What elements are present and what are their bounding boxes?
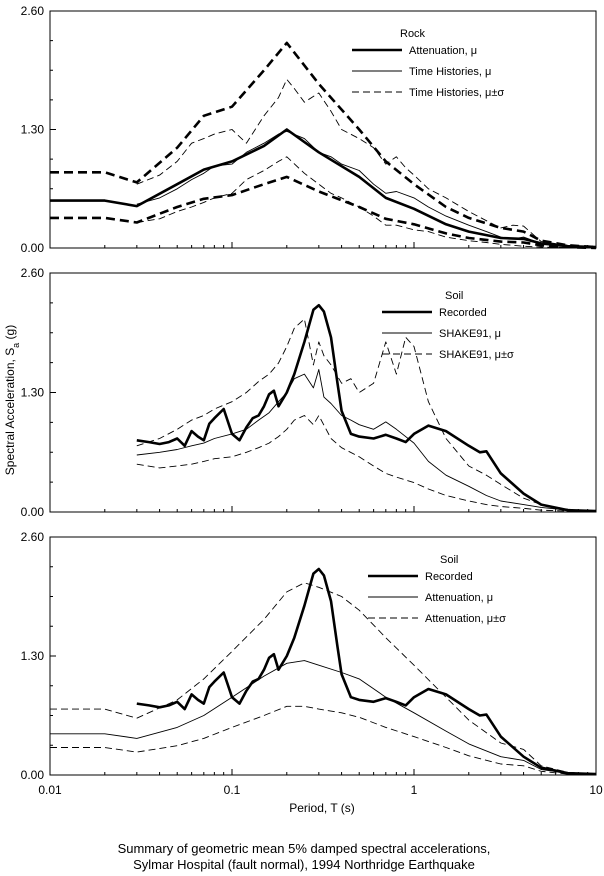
caption-line-1: Summary of geometric mean 5% damped spec… xyxy=(118,841,491,856)
legend-label: Recorded xyxy=(425,571,473,583)
series-line-1 xyxy=(136,567,597,776)
legend-label: Attenuation, μ±σ xyxy=(425,613,506,625)
legend: Rock Attenuation, μ Time Histories, μ Time … xyxy=(352,28,504,99)
y-tick-label: 0.00 xyxy=(21,768,45,782)
y-tick-label: 1.30 xyxy=(21,123,45,137)
series-line-3 xyxy=(50,582,597,775)
series-line-5 xyxy=(136,78,597,248)
y-tick-label: 0.00 xyxy=(21,241,45,255)
x-tick-label: 1 xyxy=(411,783,418,797)
series-line-4 xyxy=(136,130,597,248)
series-line-2 xyxy=(136,369,597,512)
chart-panel-1: 0.00 1.30 2.60 Rock Attenuation, μ Time Histo… xyxy=(21,4,597,255)
series-line-4 xyxy=(136,415,597,513)
legend-label: Recorded xyxy=(439,307,487,319)
series-line-2 xyxy=(50,660,597,775)
series-line-4 xyxy=(50,705,597,776)
x-tick-label: 0.01 xyxy=(38,783,62,797)
legend-label: Time Histories, μ±σ xyxy=(409,87,504,99)
y-tick-label: 2.60 xyxy=(21,266,45,280)
y-tick-label: 1.30 xyxy=(21,386,45,400)
y-tick-label: 0.00 xyxy=(21,505,45,519)
legend: Soil Recorded Attenuation, μ Attenuation, μ… xyxy=(368,554,506,625)
series-line-2 xyxy=(50,41,597,249)
y-tick-label: 1.30 xyxy=(21,649,45,663)
series-line-1 xyxy=(136,303,597,513)
panel-title: Soil xyxy=(440,554,458,566)
legend: Soil Recorded SHAKE91, μ SHAKE91, μ±σ xyxy=(382,290,514,361)
legend-label: Attenuation, μ xyxy=(409,45,477,57)
x-tick-label: 10 xyxy=(589,783,603,797)
legend-label: SHAKE91, μ±σ xyxy=(439,349,514,361)
y-tick-label: 2.60 xyxy=(21,4,45,18)
chart-panel-2: 0.00 1.30 2.60 Soil Recorded SHAKE91, μ SHAKE9… xyxy=(21,266,597,519)
caption-line-2: Sylmar Hospital (fault normal), 1994 Nor… xyxy=(133,857,475,872)
x-tick-label: 0.1 xyxy=(224,783,241,797)
legend-label: SHAKE91, μ xyxy=(439,328,501,340)
chart-panel-3: 0.00 1.30 2.60 0.01 0.1 1 10 Soil Recorded Attenu… xyxy=(21,530,603,797)
legend-label: Attenuation, μ xyxy=(425,592,493,604)
plot-frame xyxy=(49,10,597,249)
panel-title: Rock xyxy=(400,28,426,40)
series-line-1 xyxy=(50,128,597,249)
panel-title: Soil xyxy=(445,290,463,302)
x-axis-label: Period, T (s) xyxy=(289,801,355,815)
y-tick-label: 2.60 xyxy=(21,530,45,544)
y-axis-label: Spectral Acceleration, Sa (g) xyxy=(3,325,21,475)
chart-panels: 0.00 1.30 2.60 Rock Attenuation, μ Time Histo… xyxy=(21,4,603,797)
series-line-6 xyxy=(136,156,597,249)
series-line-3 xyxy=(136,318,597,512)
legend-label: Time Histories, μ xyxy=(409,66,491,78)
